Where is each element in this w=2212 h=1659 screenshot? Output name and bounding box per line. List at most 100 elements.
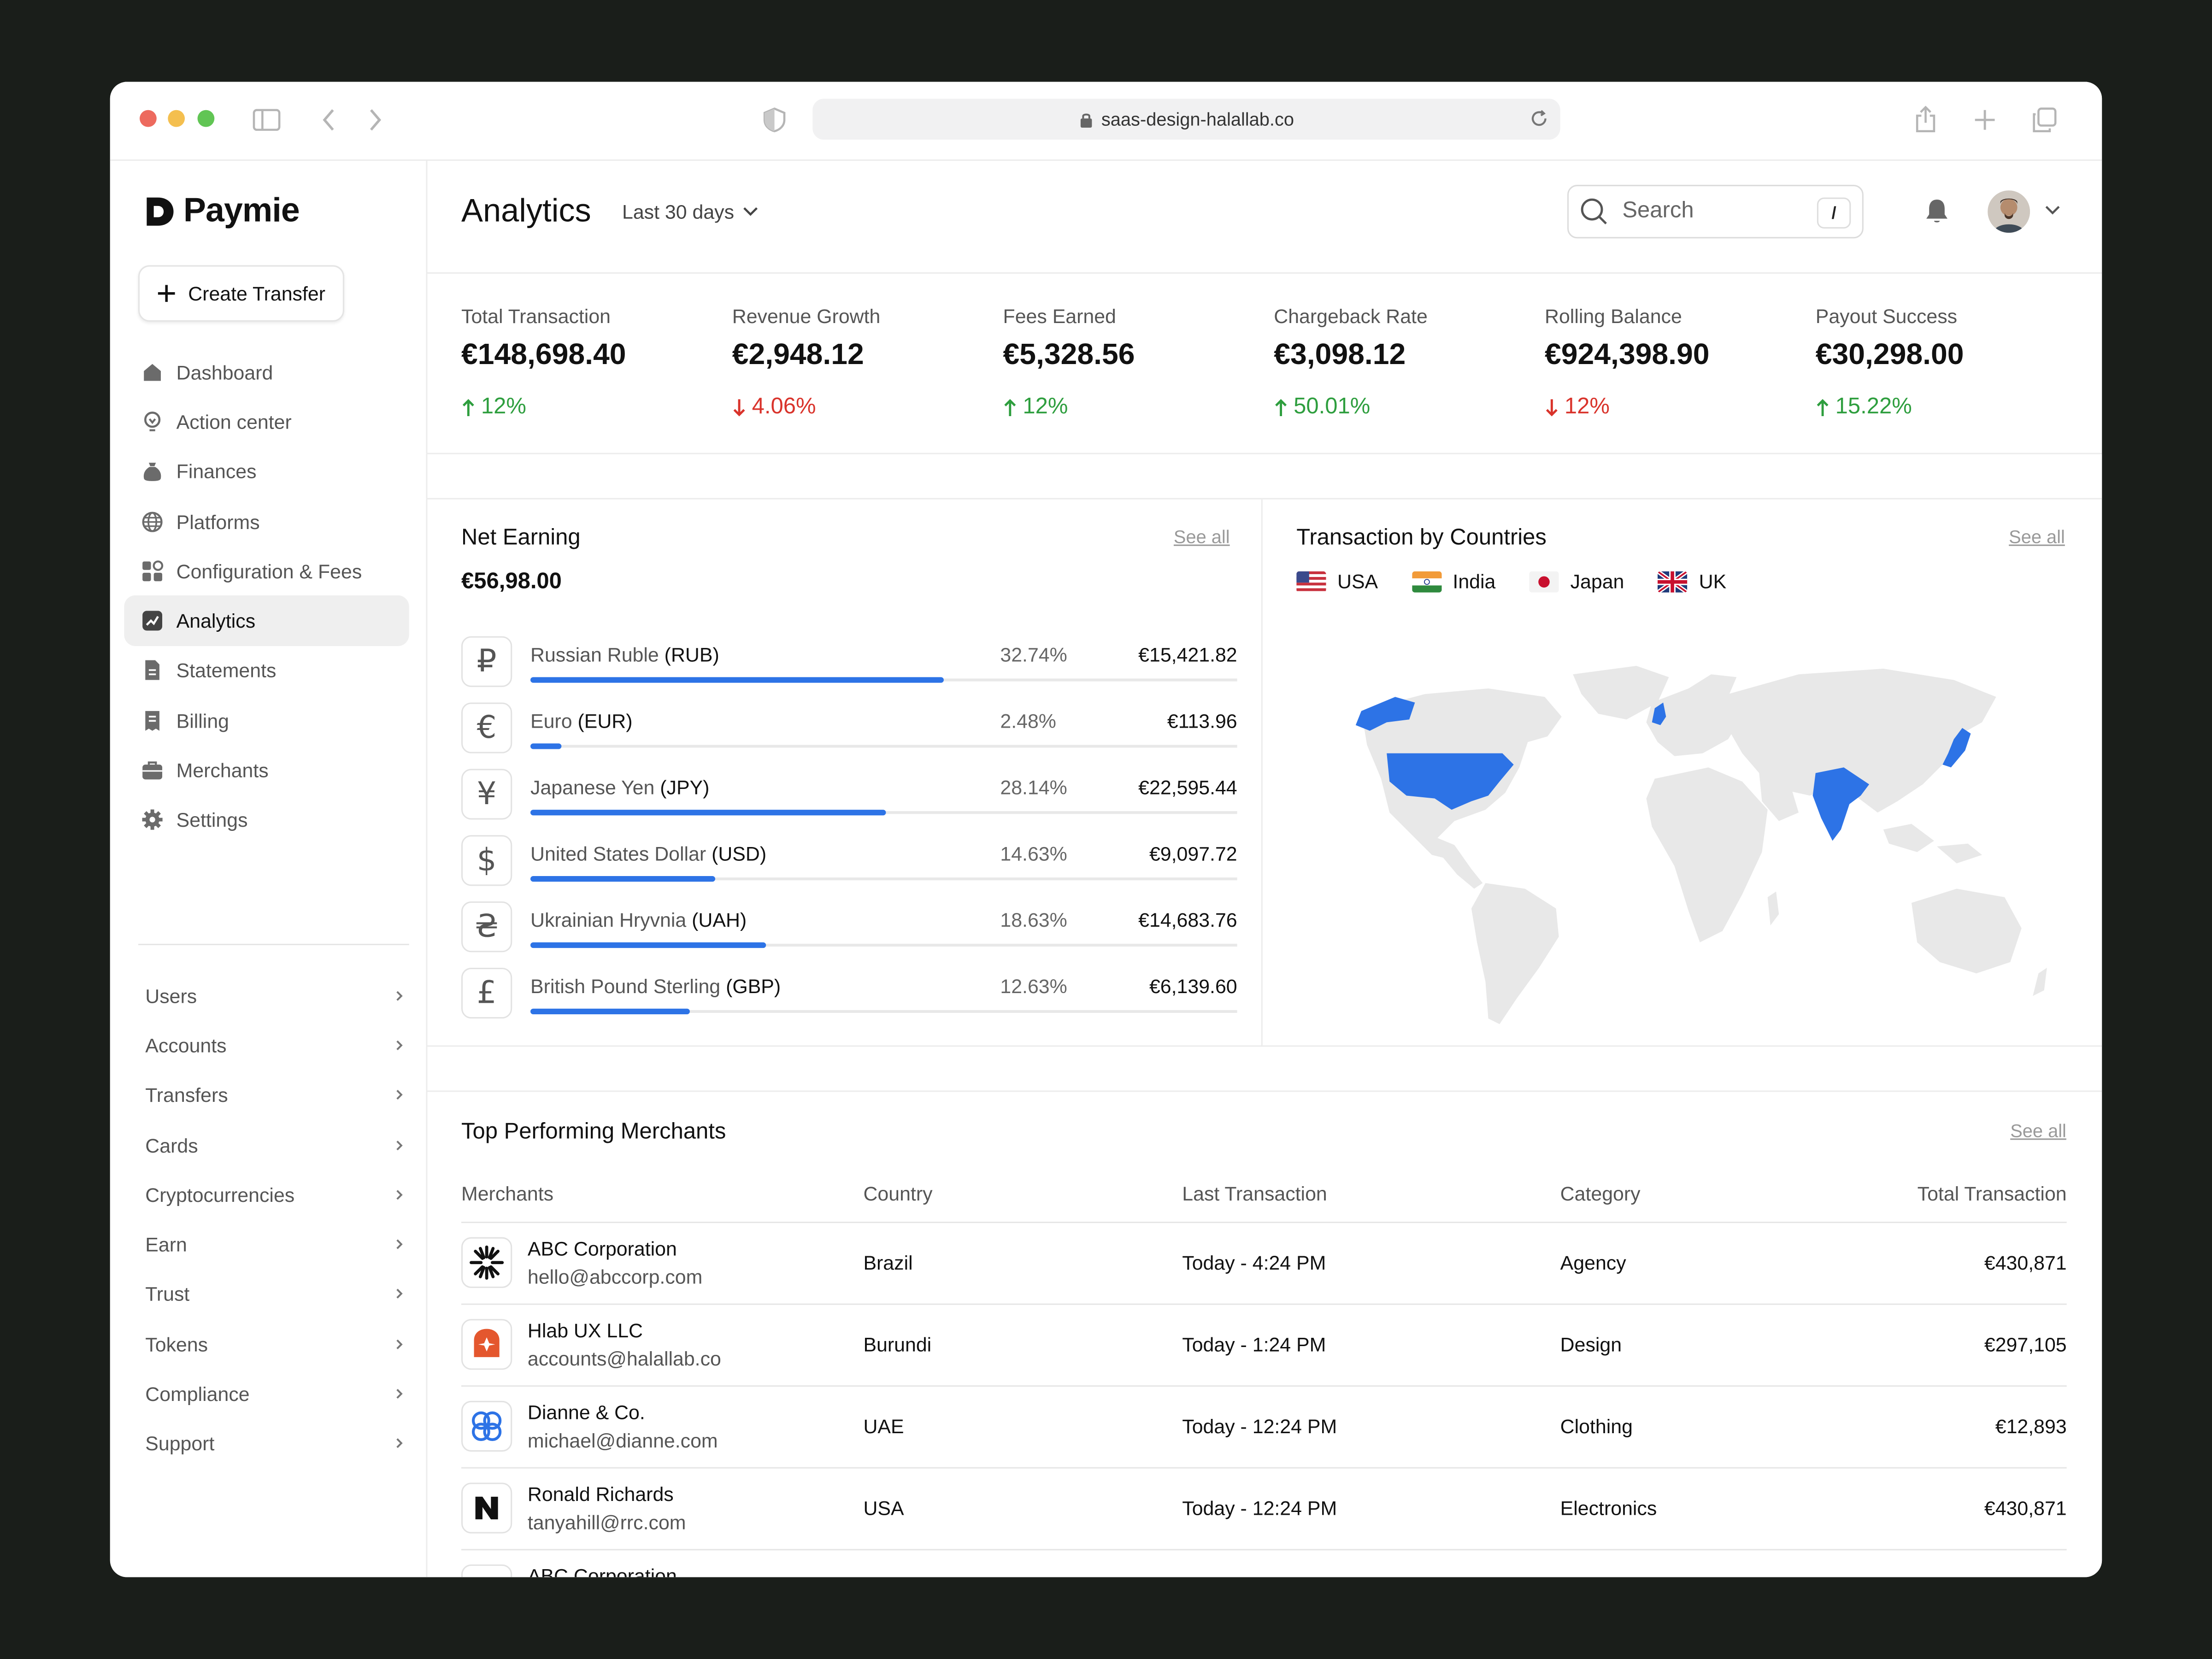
address-bar[interactable]: saas-design-halallab.co xyxy=(812,99,1560,140)
map-region-alaska[interactable] xyxy=(1355,697,1415,731)
account-menu-chevron-icon[interactable] xyxy=(2044,205,2061,216)
forward-icon[interactable] xyxy=(360,105,391,135)
sidebar-group-compliance[interactable]: Compliance xyxy=(145,1369,406,1419)
merchants-see-all-link[interactable]: See all xyxy=(2010,1120,2066,1141)
date-range-dropdown[interactable]: Last 30 days xyxy=(622,200,759,223)
reload-icon[interactable] xyxy=(1529,109,1549,129)
currency-amount: €15,421.82 xyxy=(1138,643,1237,666)
sidebar-item-analytics[interactable]: Analytics xyxy=(124,596,409,646)
sidebar-item-billing[interactable]: Billing xyxy=(124,695,409,745)
currency-row[interactable]: ₴ Ukrainian Hryvnia (UAH) 18.63% €14,683… xyxy=(461,901,1237,958)
brand-logo[interactable]: Paymie xyxy=(144,192,300,231)
currency-row[interactable]: ¥ Japanese Yen (JPY) 28.14% €22,595.44 xyxy=(461,769,1237,825)
map-region-japan[interactable] xyxy=(1942,728,1971,768)
merchant-last-transaction: Today - 1:24 PM xyxy=(1182,1333,1326,1356)
stat-change-value: 50.01% xyxy=(1294,395,1371,419)
net-earning-see-all-link[interactable]: See all xyxy=(1173,526,1230,547)
sidebar-item-statements[interactable]: Statements xyxy=(124,646,409,695)
sidebar-group-support[interactable]: Support xyxy=(145,1419,406,1469)
map-region-india[interactable] xyxy=(1812,767,1870,841)
chart-icon xyxy=(141,610,164,632)
stat-change-value: 4.06% xyxy=(752,395,816,419)
map-region-uk[interactable] xyxy=(1652,702,1666,725)
sidebar-item-action-center[interactable]: Action center xyxy=(124,397,409,447)
money-bag-icon xyxy=(141,460,164,483)
merchant-row[interactable]: Hlab UX LLC accounts@halallab.co Burundi… xyxy=(461,1303,2067,1386)
currency-name: Japanese Yen xyxy=(530,776,655,799)
stat-value: €2,948.12 xyxy=(732,338,864,371)
sidebar-group-users[interactable]: Users xyxy=(145,971,406,1020)
knot-logo-icon xyxy=(461,1400,512,1452)
currency-row[interactable]: € Euro (EUR) 2.48% €113.96 xyxy=(461,702,1237,759)
world-map[interactable] xyxy=(1319,654,2053,1035)
new-tab-icon[interactable] xyxy=(1969,105,2000,135)
yen-icon: ¥ xyxy=(461,769,512,820)
stat-label: Revenue Growth xyxy=(732,305,881,328)
sidebar-item-platforms[interactable]: Platforms xyxy=(124,496,409,546)
legend-item-india[interactable]: India xyxy=(1412,570,1495,593)
map-region-usa[interactable] xyxy=(1387,753,1514,810)
currency-code: (EUR) xyxy=(577,709,633,732)
merchant-row[interactable]: ABC Corporation hello@abccorp.com Brazil… xyxy=(461,1221,2067,1304)
sidebar-group-transfers[interactable]: Transfers xyxy=(145,1070,406,1120)
sidebar-group-label: Accounts xyxy=(145,1034,227,1057)
stat-rolling-balance: Rolling Balance €924,398.90 12% xyxy=(1545,305,1813,420)
sidebar-item-settings[interactable]: Settings xyxy=(124,795,409,845)
countries-see-all-link[interactable]: See all xyxy=(2009,526,2065,547)
privacy-shield-icon[interactable] xyxy=(759,105,790,135)
back-icon[interactable] xyxy=(313,105,344,135)
column-header-category[interactable]: Category xyxy=(1560,1182,1641,1205)
sidebar-item-dashboard[interactable]: Dashboard xyxy=(124,347,409,397)
column-header-last-transaction[interactable]: Last Transaction xyxy=(1182,1182,1327,1205)
notification-bell-icon[interactable] xyxy=(1924,198,1949,226)
merchant-country: Burundi xyxy=(863,1333,932,1356)
sidebar-group-cryptocurrencies[interactable]: Cryptocurrencies xyxy=(145,1170,406,1219)
merchant-row[interactable]: Dianne & Co. michael@dianne.com UAE Toda… xyxy=(461,1385,2067,1467)
receipt-icon xyxy=(141,709,164,732)
sidebar-group-tokens[interactable]: Tokens xyxy=(145,1319,406,1369)
currency-share-bar xyxy=(530,743,562,749)
stat-change-value: 12% xyxy=(1564,395,1610,419)
legend-item-japan[interactable]: Japan xyxy=(1529,570,1624,593)
sidebar-group-cards[interactable]: Cards xyxy=(145,1120,406,1170)
starburst-logo-icon xyxy=(461,1564,512,1577)
merchant-total: €430,871 xyxy=(1984,1496,2067,1519)
top-merchants-section: Top Performing Merchants See all Merchan… xyxy=(428,1092,2102,1577)
sidebar-item-merchants[interactable]: Merchants xyxy=(124,745,409,795)
japan-flag-icon xyxy=(1529,571,1559,592)
search-box[interactable]: / xyxy=(1567,185,1864,239)
currency-code: (UAH) xyxy=(692,908,747,931)
legend-item-uk[interactable]: UK xyxy=(1658,570,1726,593)
merchant-country: USA xyxy=(863,1496,904,1519)
currency-row[interactable]: $ United States Dollar (USD) 14.63% €9,0… xyxy=(461,835,1237,891)
close-window-button[interactable] xyxy=(140,110,157,127)
column-header-country[interactable]: Country xyxy=(863,1182,933,1205)
sidebar-group-accounts[interactable]: Accounts xyxy=(145,1020,406,1070)
merchant-row[interactable]: ABC Corporation xyxy=(461,1549,2067,1577)
column-header-total-transaction[interactable]: Total Transaction xyxy=(1917,1182,2067,1205)
sidebar-group-earn[interactable]: Earn xyxy=(145,1219,406,1269)
legend-item-usa[interactable]: USA xyxy=(1296,570,1378,593)
sidebar-group-label: Transfers xyxy=(145,1083,228,1106)
tab-overview-icon[interactable] xyxy=(2029,105,2059,135)
stat-fees-earned: Fees Earned €5,328.56 12% xyxy=(1003,305,1271,420)
create-transfer-button[interactable]: Create Transfer xyxy=(138,265,344,322)
sidebar-toggle-icon[interactable] xyxy=(251,105,282,135)
share-icon[interactable] xyxy=(1910,105,1941,135)
zoom-window-button[interactable] xyxy=(197,110,215,127)
user-avatar[interactable] xyxy=(1988,190,2030,233)
sidebar-item-finances[interactable]: Finances xyxy=(124,447,409,496)
column-header-merchants[interactable]: Merchants xyxy=(461,1182,554,1205)
currency-row[interactable]: ₽ Russian Ruble (RUB) 32.74% €15,421.82 xyxy=(461,636,1237,693)
sidebar-item-configuration[interactable]: Configuration & Fees xyxy=(124,546,409,596)
merchant-row[interactable]: Ronald Richards tanyahill@rrc.com USA To… xyxy=(461,1467,2067,1549)
merchant-last-transaction: Today - 12:24 PM xyxy=(1182,1496,1337,1519)
brand-name: Paymie xyxy=(183,192,300,230)
minimize-window-button[interactable] xyxy=(168,110,185,127)
currency-share-track xyxy=(530,942,1237,948)
search-input[interactable] xyxy=(1622,199,1806,224)
currency-row[interactable]: £ British Pound Sterling (GBP) 12.63% €6… xyxy=(461,967,1237,1024)
sidebar-group-trust[interactable]: Trust xyxy=(145,1269,406,1319)
stat-change: 50.01% xyxy=(1274,395,1542,420)
currency-name: Ukrainian Hryvnia xyxy=(530,908,687,931)
